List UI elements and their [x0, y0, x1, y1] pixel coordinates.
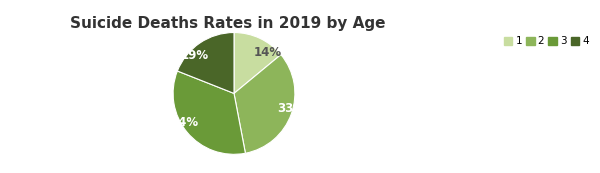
Wedge shape: [178, 33, 234, 93]
Text: 34%: 34%: [170, 116, 199, 129]
Text: 19%: 19%: [180, 49, 208, 62]
Text: Suicide Deaths Rates in 2019 by Age: Suicide Deaths Rates in 2019 by Age: [70, 16, 386, 31]
Legend: 1, 2, 3, 4: 1, 2, 3, 4: [504, 36, 589, 46]
Wedge shape: [234, 55, 295, 153]
Text: 33%: 33%: [277, 102, 305, 115]
Wedge shape: [173, 71, 245, 154]
Wedge shape: [234, 33, 281, 93]
Text: 14%: 14%: [253, 46, 281, 59]
